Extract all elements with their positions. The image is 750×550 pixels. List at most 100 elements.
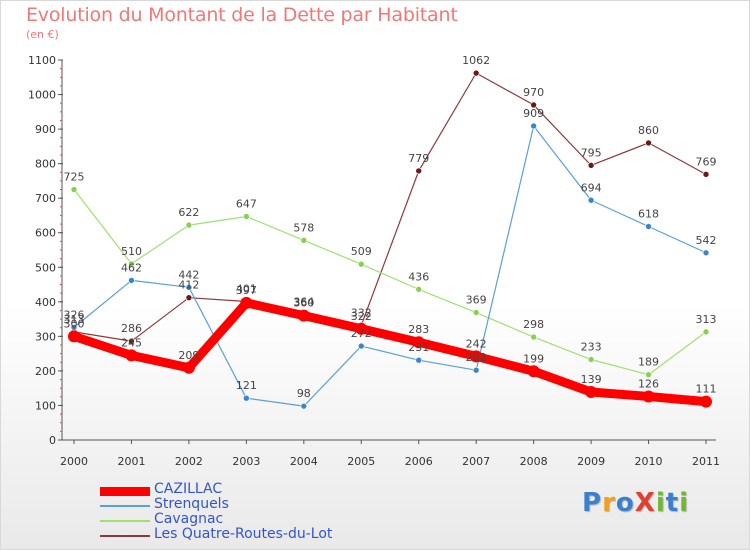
data-label-cavagnac: 189 [638, 356, 659, 369]
y-tick-label: 400 [35, 296, 56, 309]
logo-letter: t [665, 488, 680, 518]
data-label-strenquels: 694 [581, 181, 602, 194]
legend-label-strenquels: Strenquels [154, 496, 229, 512]
data-point-quatre-routes [645, 139, 652, 147]
data-label-quatre-routes: 860 [638, 124, 659, 137]
data-point-cavagnac [472, 309, 480, 316]
data-point-quatre-routes [128, 337, 135, 345]
x-tick-label: 2003 [232, 455, 260, 468]
data-point-strenquels [415, 356, 423, 364]
axes: 0 100 200 300 400 500 600 700 800 900 1000 1100 2000… [28, 54, 720, 468]
data-point-strenquels [357, 342, 365, 350]
y-tick-label: 300 [35, 330, 56, 343]
data-label-cavagnac: 622 [178, 206, 199, 219]
data-label-cavagnac: 510 [121, 245, 142, 258]
x-tick-label: 2009 [577, 455, 605, 468]
series-line-quatre-routes [73, 72, 707, 342]
data-label-cavagnac: 313 [696, 313, 717, 326]
logo-letter: P [582, 488, 603, 518]
data-label-cazillac: 397 [236, 284, 257, 297]
series-lines [68, 69, 712, 410]
data-label-cazillac: 360 [293, 297, 314, 310]
data-point-cazillac [240, 296, 253, 309]
logo-letter: i [655, 488, 666, 518]
data-point-cazillac [68, 330, 80, 343]
data-label-strenquels: 121 [236, 379, 257, 392]
data-point-cazillac [700, 395, 712, 408]
y-tick-label: 1000 [28, 89, 56, 102]
data-point-quatre-routes [702, 171, 710, 178]
data-point-cavagnac [128, 260, 135, 268]
legend-label-cazillac: CAZILLAC [154, 481, 223, 497]
data-point-cazillac [412, 336, 425, 349]
data-point-cazillac [642, 390, 655, 403]
data-label-cavagnac: 509 [351, 245, 372, 258]
logo-letter: r [602, 488, 616, 518]
logo-letter: o [615, 488, 635, 518]
x-tick-label: 2007 [462, 455, 490, 468]
series-line-strenquels [73, 125, 707, 407]
data-label-cazillac: 126 [638, 377, 659, 390]
y-tick-label: 200 [35, 365, 56, 378]
data-point-quatre-routes [530, 101, 537, 109]
data-point-strenquels [185, 284, 193, 291]
data-label-cavagnac: 436 [408, 270, 429, 283]
data-label-cavagnac: 369 [466, 294, 487, 307]
data-label-cazillac: 242 [466, 337, 487, 350]
data-label-cavagnac: 233 [581, 341, 602, 354]
data-point-cazillac [182, 361, 195, 374]
data-label-strenquels: 98 [297, 387, 311, 400]
legend-swatch-quatre-routes [100, 535, 150, 537]
data-point-quatre-routes [472, 69, 480, 77]
data-label-cazillac: 245 [121, 336, 142, 349]
chart-title: Evolution du Montant de la Dette par Hab… [26, 4, 458, 26]
data-point-strenquels [128, 277, 135, 284]
y-tick-label: 800 [35, 158, 56, 171]
data-point-quatre-routes [185, 294, 193, 301]
data-point-quatre-routes [415, 167, 423, 175]
data-label-quatre-routes: 1062 [462, 54, 490, 67]
data-point-strenquels [587, 196, 595, 204]
data-label-quatre-routes: 795 [581, 146, 602, 159]
data-point-cazillac [125, 349, 138, 362]
data-point-strenquels [472, 366, 480, 374]
data-label-quatre-routes: 286 [121, 322, 142, 335]
x-tick-label: 2002 [175, 455, 203, 468]
data-label-strenquels: 231 [408, 341, 429, 354]
data-label-strenquels: 326 [64, 308, 85, 321]
data-label-cavagnac: 647 [236, 197, 257, 210]
x-tick-label: 2006 [405, 455, 433, 468]
data-point-cazillac [527, 365, 540, 378]
data-point-strenquels [645, 223, 652, 230]
legend-swatch-cavagnac [100, 520, 150, 522]
data-label-cazillac: 322 [351, 310, 372, 323]
data-point-cavagnac [185, 221, 193, 229]
x-tick-label: 2004 [290, 455, 318, 468]
data-label-quatre-routes: 364 [293, 295, 314, 308]
logo-letter: i [679, 488, 690, 518]
legend-label-cavagnac: Cavagnac [154, 511, 224, 527]
data-label-cazillac: 209 [178, 349, 199, 362]
data-label-quatre-routes: 412 [178, 279, 199, 292]
legend-swatch-strenquels [100, 505, 150, 507]
y-tick-label: 0 [49, 434, 56, 447]
legend-label-quatre-routes: Les Quatre-Routes-du-Lot [154, 526, 333, 542]
data-label-strenquels: 462 [121, 261, 142, 274]
logo-letter: X [634, 488, 656, 518]
y-tick-label: 1100 [28, 54, 56, 67]
x-tick-label: 2010 [635, 455, 663, 468]
data-label-cazillac: 111 [696, 383, 717, 396]
x-tick-label: 2005 [347, 455, 375, 468]
data-label-strenquels: 909 [523, 107, 544, 120]
data-point-cazillac [470, 350, 483, 363]
legend-swatch-cazillac [100, 486, 150, 496]
data-point-cavagnac [587, 356, 595, 363]
data-point-cazillac [355, 322, 368, 335]
data-label-strenquels: 272 [351, 327, 372, 340]
data-label-strenquels: 442 [178, 268, 199, 281]
y-tick-label: 100 [35, 399, 56, 412]
data-label-quatre-routes: 313 [64, 313, 85, 326]
y-tick-label: 600 [35, 227, 56, 240]
